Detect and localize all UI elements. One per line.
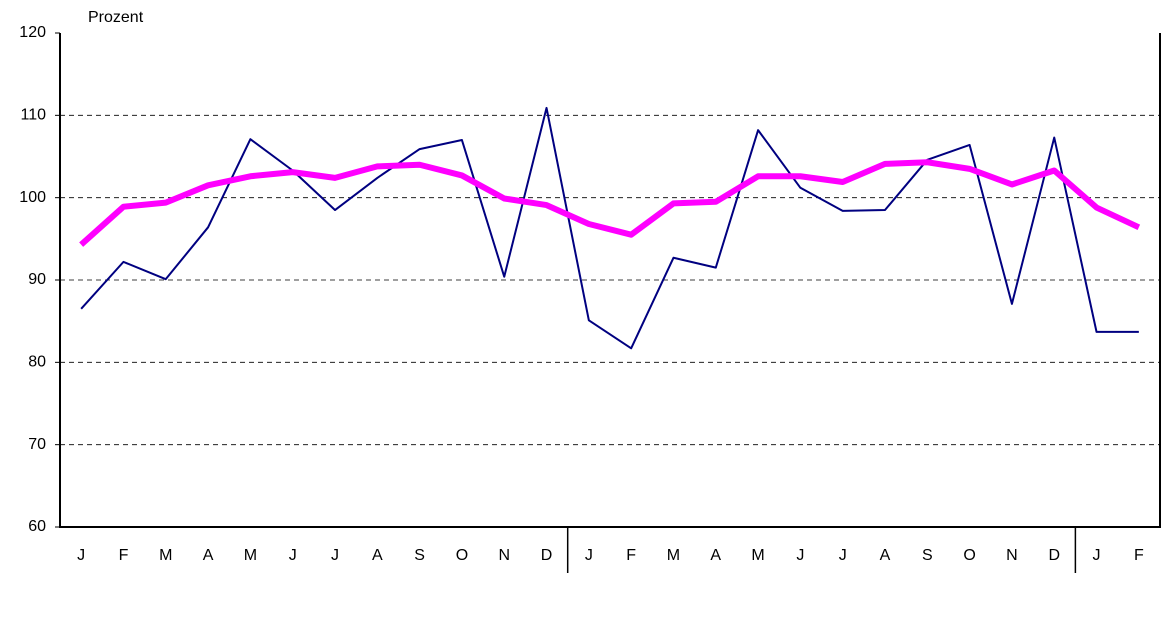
x-tick-label: F <box>626 547 636 564</box>
x-tick-label: A <box>372 547 383 564</box>
x-tick-label: O <box>963 547 975 564</box>
y-tick-label: 90 <box>28 271 46 288</box>
x-tick-label: F <box>119 547 129 564</box>
y-tick-label: 80 <box>28 354 46 371</box>
x-tick-label: M <box>159 547 172 564</box>
x-tick-label: N <box>1006 547 1018 564</box>
x-tick-label: M <box>244 547 257 564</box>
x-tick-label: N <box>498 547 510 564</box>
x-tick-label: F <box>1134 547 1144 564</box>
y-tick-label: 110 <box>20 107 46 124</box>
x-tick-label: J <box>1093 547 1101 564</box>
x-tick-label: J <box>77 547 85 564</box>
x-tick-label: J <box>796 547 804 564</box>
y-tick-label: 70 <box>28 436 46 453</box>
x-tick-label: A <box>203 547 214 564</box>
x-tick-label: D <box>1048 547 1060 564</box>
x-tick-label: A <box>710 547 721 564</box>
x-tick-label: O <box>456 547 468 564</box>
x-tick-label: M <box>667 547 680 564</box>
x-tick-label: J <box>331 547 339 564</box>
y-tick-label: 100 <box>19 189 46 206</box>
x-tick-label: M <box>751 547 764 564</box>
x-tick-label: J <box>585 547 593 564</box>
x-tick-label: A <box>880 547 891 564</box>
series-line <box>80 106 1139 350</box>
plot-frame <box>59 33 1161 528</box>
x-tick-label: S <box>414 547 425 564</box>
y-axis-label: Prozent <box>88 9 144 26</box>
x-tick-label: S <box>922 547 933 564</box>
x-tick-label: J <box>289 547 297 564</box>
series-line <box>79 159 1141 247</box>
x-tick-label: D <box>541 547 553 564</box>
y-tick-label: 60 <box>28 518 46 535</box>
x-tick-label: J <box>839 547 847 564</box>
y-tick-label: 120 <box>19 24 46 41</box>
